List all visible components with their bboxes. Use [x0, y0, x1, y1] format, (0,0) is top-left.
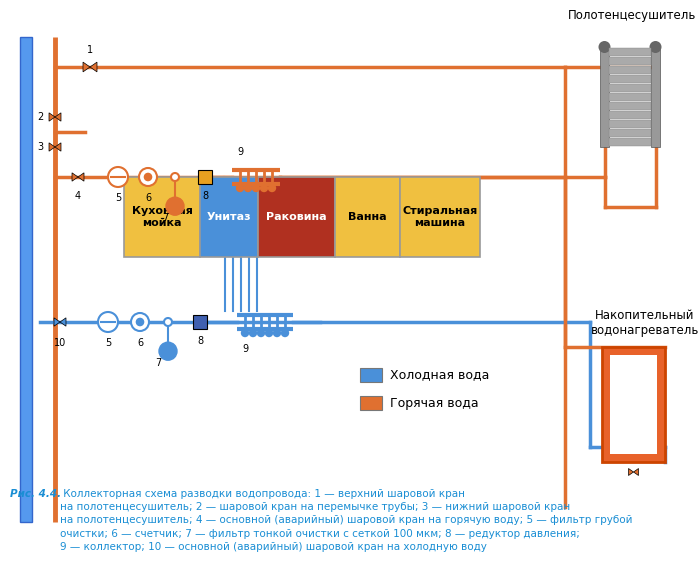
Polygon shape: [634, 469, 638, 475]
Circle shape: [265, 329, 272, 336]
Bar: [609, 138, 651, 146]
Polygon shape: [49, 113, 55, 121]
Text: 6: 6: [137, 338, 143, 348]
Bar: [609, 84, 651, 92]
Text: Накопительный
водонагреватель: Накопительный водонагреватель: [591, 309, 699, 337]
Text: Унитаз: Унитаз: [206, 212, 251, 222]
Text: 2: 2: [36, 112, 43, 122]
Bar: [360, 396, 382, 410]
Polygon shape: [72, 173, 78, 181]
Text: 5: 5: [105, 338, 111, 348]
Text: 6: 6: [145, 193, 151, 203]
Circle shape: [144, 174, 152, 181]
Circle shape: [171, 173, 179, 181]
Circle shape: [136, 319, 144, 325]
Bar: [609, 120, 651, 128]
Bar: [198, 170, 212, 184]
Bar: [193, 315, 207, 329]
Bar: [609, 66, 651, 74]
Circle shape: [244, 185, 251, 192]
Text: Рис. 4.4.: Рис. 4.4.: [10, 489, 61, 499]
Circle shape: [166, 197, 184, 215]
Text: Коллекторная схема разводки водопровода: 1 — верхний шаровой кран
на полотенцесу: Коллекторная схема разводки водопровода:…: [60, 489, 633, 552]
Bar: [609, 57, 651, 65]
Polygon shape: [55, 113, 61, 121]
Polygon shape: [90, 62, 97, 72]
Bar: [602, 347, 665, 462]
Text: 9: 9: [242, 344, 248, 354]
Circle shape: [650, 41, 662, 53]
Bar: [400, 177, 480, 257]
Polygon shape: [78, 173, 84, 181]
Circle shape: [241, 329, 248, 336]
Circle shape: [274, 329, 281, 336]
Text: 5: 5: [115, 193, 121, 203]
Text: 9: 9: [237, 147, 243, 157]
Text: Стиральная
машина: Стиральная машина: [402, 206, 477, 228]
Bar: [360, 368, 382, 382]
Text: 8: 8: [202, 191, 208, 201]
Circle shape: [98, 312, 118, 332]
Bar: [609, 93, 651, 101]
Text: Ванна: Ванна: [348, 212, 387, 222]
Circle shape: [253, 185, 260, 192]
Circle shape: [598, 41, 610, 53]
Circle shape: [258, 329, 265, 336]
Text: Кухонная
мойка: Кухонная мойка: [132, 206, 192, 228]
Text: 1: 1: [87, 45, 93, 55]
Circle shape: [249, 329, 256, 336]
Text: Холодная вода: Холодная вода: [390, 369, 489, 381]
Polygon shape: [83, 62, 90, 72]
Polygon shape: [49, 143, 55, 151]
Bar: [609, 129, 651, 137]
Circle shape: [108, 167, 128, 187]
Text: 7: 7: [162, 213, 168, 223]
Circle shape: [139, 168, 157, 186]
Circle shape: [281, 329, 288, 336]
Bar: [609, 48, 651, 56]
Bar: [200, 177, 258, 257]
Bar: [609, 75, 651, 83]
Text: 8: 8: [197, 336, 203, 346]
Circle shape: [159, 342, 177, 360]
Circle shape: [237, 185, 244, 192]
Bar: [651, 47, 660, 147]
Polygon shape: [629, 469, 634, 475]
Bar: [609, 102, 651, 110]
Text: Полотенцесушитель: Полотенцесушитель: [568, 9, 696, 22]
Bar: [124, 177, 200, 257]
Bar: [609, 111, 651, 119]
Text: 3: 3: [37, 142, 43, 152]
Polygon shape: [55, 143, 61, 151]
Circle shape: [131, 313, 149, 331]
Bar: [610, 355, 657, 454]
Text: Горячая вода: Горячая вода: [390, 396, 479, 410]
Polygon shape: [60, 318, 66, 326]
Circle shape: [164, 318, 172, 326]
Bar: [600, 47, 609, 147]
Text: 4: 4: [75, 191, 81, 201]
Bar: [258, 177, 335, 257]
Text: 7: 7: [155, 358, 161, 368]
Polygon shape: [54, 318, 60, 326]
Text: Раковина: Раковина: [266, 212, 327, 222]
Circle shape: [269, 185, 276, 192]
Text: 10: 10: [54, 338, 66, 348]
Bar: [335, 177, 400, 257]
Circle shape: [260, 185, 267, 192]
Bar: [20, 37, 32, 522]
